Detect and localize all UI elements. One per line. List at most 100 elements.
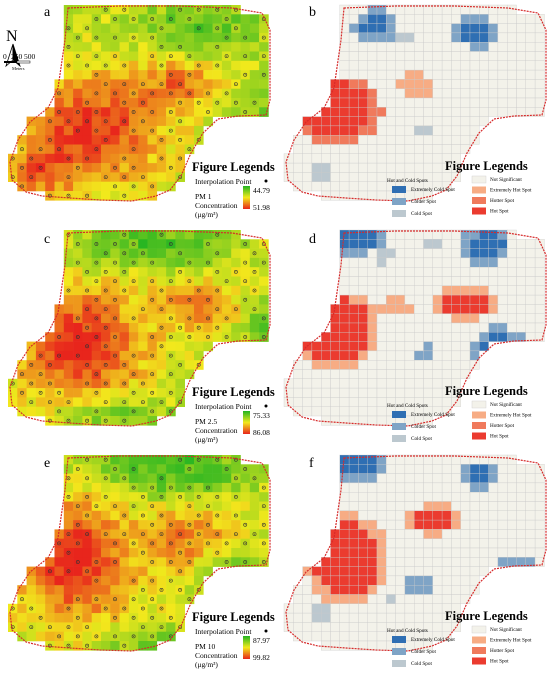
hotspot-cell [432,257,443,268]
interpolation-point-dot [95,336,97,338]
raster-cell [138,276,148,287]
raster-cell [203,455,213,465]
hotspot-cell [367,125,378,136]
hotspot-cell [358,229,368,240]
interpolation-point-dot [58,542,60,544]
raster-cell [110,60,120,71]
hotspot-cell [330,415,340,426]
interpolation-point [168,242,173,246]
raster-cell [63,135,74,145]
raster-cell [212,70,223,80]
interpolation-point-dot [170,280,172,282]
hotspot-cell [376,519,387,530]
raster-cell [8,397,18,407]
interpolation-point-dot [179,271,181,273]
hotspot-cell [469,547,480,558]
interpolation-point-dot [123,9,125,11]
interpolation-point-dot [77,617,79,619]
hotspot-cell [479,547,489,558]
hotspot-cell [395,276,406,286]
raster-cell [128,5,139,15]
hotspot-cell [348,88,359,99]
hotspot-cell [321,350,331,361]
hotspot-cell [302,603,313,614]
hotspot-cell [479,276,489,286]
hotspot-cell [330,566,340,577]
hotspot-cell [311,594,322,604]
hotspot-cell [386,387,396,398]
legend-item-label: Cold Spot [411,436,432,442]
raster-cell [101,520,111,530]
interpolation-point-dot [77,355,79,357]
raster-cell [128,304,139,314]
hotspot-cell [441,267,452,277]
raster-cell [194,42,204,52]
hotspot-cell [348,181,359,192]
raster-cell [119,350,130,361]
raster-cell [156,538,167,549]
hotspot-cell [330,190,340,201]
hotspot-cell [386,594,396,604]
hotspot-cell [469,294,480,305]
interpolation-point [252,307,257,312]
interpolation-point [168,560,173,564]
interpolation-point [113,260,117,265]
raster-cell [101,42,111,52]
raster-cell [73,153,83,164]
interpolation-point [150,522,155,527]
hotspot-cell [367,32,378,43]
hotspot-cell [414,369,424,379]
raster-cell [259,529,269,539]
hotspot-cell [451,322,461,333]
raster-cell [119,42,130,52]
hotspot-cell [507,69,517,80]
hotspot-cell [441,585,452,595]
raster-cell [175,369,185,380]
interpolation-point-dot [244,262,246,264]
raster-cell [110,378,120,389]
raster-cell [221,79,232,89]
raster-cell [175,603,185,614]
hotspot-cell [395,32,406,43]
interpolation-point [215,100,220,105]
interpolation-point [85,457,90,462]
hotspot-cell [534,107,545,117]
raster-cell [73,230,83,240]
raster-cell [110,529,120,539]
raster-cell [259,285,269,296]
raster-cell [63,350,74,361]
interpolation-point [48,643,52,648]
raster-cell [110,42,120,52]
raster-cell [249,51,260,62]
interpolation-point-dot [254,252,255,254]
raster-cell [184,248,195,259]
raster-cell [128,585,139,595]
raster-cell [63,510,74,521]
raster-cell [184,32,195,43]
raster-cell [249,70,260,80]
hotspot-cell [376,332,387,342]
raster-cell [184,529,195,539]
interpolation-point-dot [77,111,79,113]
raster-cell [175,473,185,484]
hotspot-cell [423,125,433,136]
raster-cell [166,585,176,595]
raster-cell [35,575,46,586]
raster-cell [184,566,195,577]
interpolation-point [233,495,238,499]
interpolation-point [131,504,136,509]
interpolation-point-dot [58,148,60,150]
hotspot-cell [386,529,396,539]
interpolation-point [150,54,155,59]
hotspot-cell [414,612,424,623]
raster-cell [119,23,130,34]
interpolation-point-dot [30,158,32,159]
hotspot-cell [376,135,387,145]
raster-cell [175,239,185,249]
hotspot-cell [497,107,508,117]
interpolation-point-dot [95,580,97,582]
interpolation-point [196,7,201,12]
interpolation-point [178,569,183,574]
interpolation-point [66,175,71,180]
hotspot-cell [432,294,443,305]
